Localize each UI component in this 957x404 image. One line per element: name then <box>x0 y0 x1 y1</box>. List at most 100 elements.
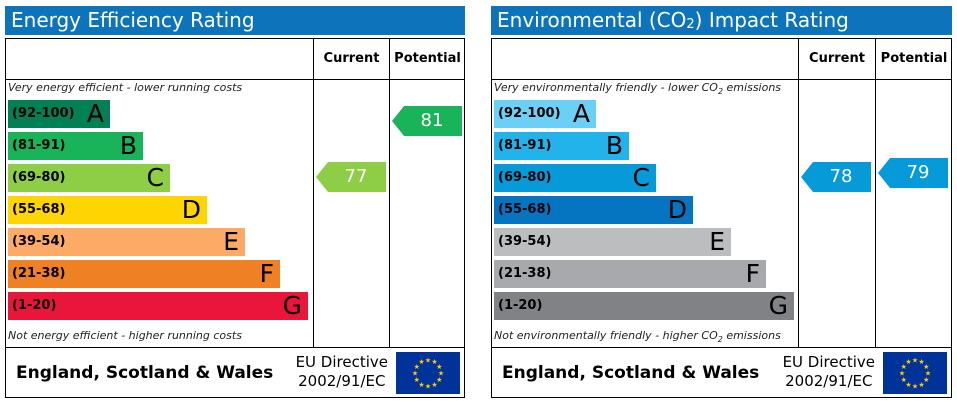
band-d: (55-68) D <box>494 196 693 224</box>
star-icon: ★ <box>912 357 918 365</box>
environmental-impact-chart: Environmental (CO2) Impact Rating Curren… <box>491 6 952 398</box>
star-icon: ★ <box>412 370 418 378</box>
eu-flag-icon: ★ ★★★★★★★★★★★ <box>883 352 947 394</box>
band-c: (69-80) C <box>8 164 170 192</box>
eu-directive-text: EU Directive 2002/91/EC <box>783 353 875 391</box>
star-icon: ★ <box>431 358 437 366</box>
band-range-label: (81-91) <box>498 138 552 153</box>
star-icon: ★ <box>899 370 905 378</box>
band-letter: G <box>768 291 788 320</box>
band-letter: F <box>745 259 760 288</box>
potential-column-header: Potential <box>880 51 948 66</box>
band-range-label: (55-68) <box>498 202 552 217</box>
band-range-label: (39-54) <box>498 234 552 249</box>
current-rating-arrow: 77 <box>316 162 386 192</box>
rating-table: Current Potential Very energy efficient … <box>5 38 465 348</box>
band-letter: A <box>86 99 104 128</box>
band-g: (1-20) G <box>8 292 308 320</box>
potential-rating-value: 79 <box>906 162 930 183</box>
current-column-header: Current <box>809 51 865 66</box>
band-range-label: (1-20) <box>498 298 543 313</box>
star-icon: ★ <box>918 381 924 389</box>
band-range-label: (92-100) <box>12 106 75 121</box>
eu-flag-icon: ★ ★★★★★★★★★★★ <box>396 352 460 394</box>
chart-title: Energy Efficiency Rating <box>5 6 465 35</box>
directive-line-1: EU Directive <box>782 353 875 371</box>
star-icon: ★ <box>912 383 918 391</box>
star-icon: ★ <box>901 376 907 384</box>
band-letter: D <box>667 195 687 224</box>
star-icon: ★ <box>923 376 929 384</box>
chart-footer: England, Scotland & Wales EU Directive 2… <box>5 348 465 398</box>
star-icon: ★ <box>438 370 444 378</box>
directive-line-1: EU Directive <box>295 353 388 371</box>
star-icon: ★ <box>425 357 431 365</box>
band-letter: E <box>223 227 239 256</box>
band-g: (1-20) G <box>494 292 794 320</box>
chart-title: Environmental (CO2) Impact Rating <box>491 6 952 35</box>
band-e: (39-54) E <box>494 228 731 256</box>
band-letter: G <box>282 291 302 320</box>
star-icon: ★ <box>918 358 924 366</box>
potential-column-header: Potential <box>394 51 461 66</box>
band-b: (81-91) B <box>8 132 143 160</box>
band-range-label: (92-100) <box>498 106 561 121</box>
chart-footer: England, Scotland & Wales EU Directive 2… <box>491 348 952 398</box>
potential-rating-arrow: 79 <box>878 158 948 188</box>
star-icon: ★ <box>431 381 437 389</box>
current-rating-value: 77 <box>344 166 368 187</box>
star-icon: ★ <box>436 376 442 384</box>
top-note: Very environmentally friendly - lower CO… <box>494 81 782 97</box>
star-icon: ★ <box>923 363 929 371</box>
band-letter: C <box>146 163 164 192</box>
star-icon: ★ <box>414 376 420 384</box>
energy-efficiency-chart: Energy Efficiency Rating Current Potenti… <box>5 6 465 398</box>
star-icon: ★ <box>418 381 424 389</box>
star-icon: ★ <box>901 363 907 371</box>
star-icon: ★ <box>414 363 420 371</box>
band-f: (21-38) F <box>8 260 280 288</box>
current-column-header: Current <box>323 51 380 66</box>
band-letter: C <box>632 163 650 192</box>
band-range-label: (81-91) <box>12 138 66 153</box>
band-letter: B <box>605 131 623 160</box>
band-range-label: (69-80) <box>12 170 66 185</box>
band-e: (39-54) E <box>8 228 245 256</box>
band-c: (69-80) C <box>494 164 656 192</box>
region-label: England, Scotland & Wales <box>16 363 274 383</box>
band-letter: B <box>119 131 137 160</box>
directive-line-2: 2002/91/EC <box>785 372 873 390</box>
band-range-label: (55-68) <box>12 202 66 217</box>
star-icon: ★ <box>436 363 442 371</box>
directive-line-2: 2002/91/EC <box>298 372 386 390</box>
eu-directive-text: EU Directive 2002/91/EC <box>296 353 388 391</box>
potential-rating-arrow: 81 <box>392 106 462 136</box>
region-label: England, Scotland & Wales <box>502 363 760 383</box>
band-d: (55-68) D <box>8 196 207 224</box>
band-b: (81-91) B <box>494 132 629 160</box>
band-a: (92-100) A <box>8 100 110 128</box>
band-range-label: (1-20) <box>12 298 57 313</box>
band-range-label: (21-38) <box>498 266 552 281</box>
bottom-note: Not environmentally friendly - higher CO… <box>494 329 781 345</box>
star-icon: ★ <box>905 358 911 366</box>
rating-table: Current Potential Very environmentally f… <box>491 38 952 348</box>
star-icon: ★ <box>418 358 424 366</box>
star-icon: ★ <box>425 383 431 391</box>
band-range-label: (39-54) <box>12 234 66 249</box>
potential-rating-value: 81 <box>420 110 444 131</box>
band-range-label: (69-80) <box>498 170 552 185</box>
top-note: Very energy efficient - lower running co… <box>8 81 243 94</box>
star-icon: ★ <box>925 370 931 378</box>
band-f: (21-38) F <box>494 260 766 288</box>
band-letter: E <box>709 227 725 256</box>
band-letter: D <box>181 195 201 224</box>
current-rating-arrow: 78 <box>801 162 871 192</box>
current-rating-value: 78 <box>829 166 853 187</box>
band-range-label: (21-38) <box>12 266 66 281</box>
bottom-note: Not energy efficient - higher running co… <box>8 329 242 342</box>
star-icon: ★ <box>905 381 911 389</box>
band-a: (92-100) A <box>494 100 596 128</box>
band-letter: A <box>572 99 590 128</box>
band-letter: F <box>259 259 274 288</box>
